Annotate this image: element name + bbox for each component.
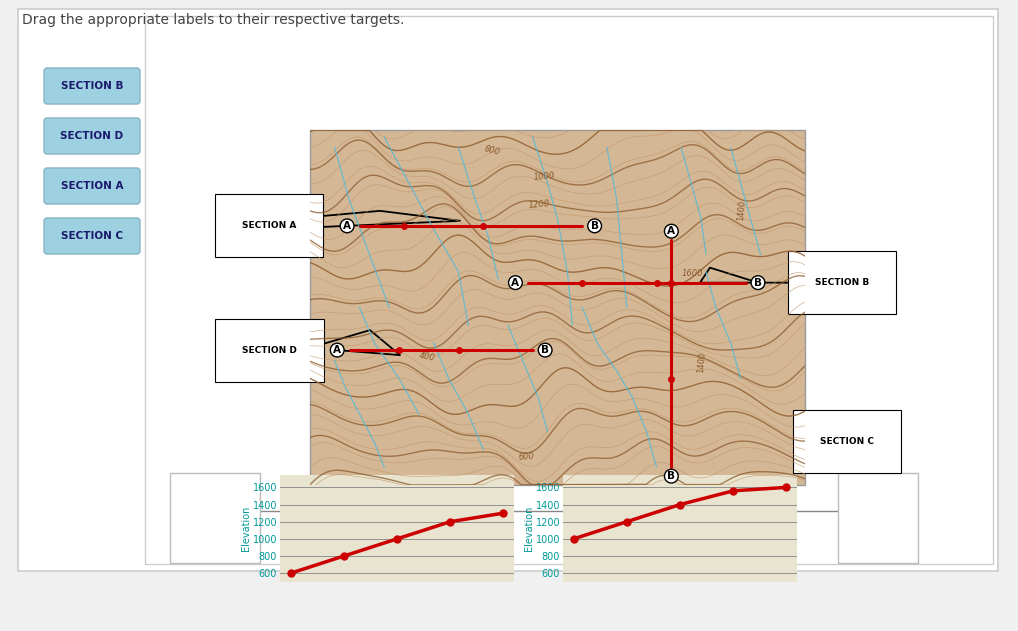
FancyBboxPatch shape bbox=[170, 473, 260, 563]
FancyBboxPatch shape bbox=[44, 68, 140, 104]
Text: A: A bbox=[333, 345, 341, 355]
Text: A: A bbox=[511, 278, 519, 288]
Text: SECTION B: SECTION B bbox=[815, 278, 869, 287]
Text: SECTION D: SECTION D bbox=[242, 346, 297, 355]
FancyBboxPatch shape bbox=[838, 473, 918, 563]
Text: 1600: 1600 bbox=[681, 269, 702, 278]
Text: A: A bbox=[668, 226, 675, 236]
FancyBboxPatch shape bbox=[44, 118, 140, 154]
Y-axis label: Elevation: Elevation bbox=[524, 505, 534, 551]
Text: SECTION A: SECTION A bbox=[242, 221, 296, 230]
Text: B: B bbox=[754, 278, 762, 288]
FancyBboxPatch shape bbox=[44, 218, 140, 254]
Text: 1400: 1400 bbox=[736, 199, 746, 221]
Text: SECTION C: SECTION C bbox=[821, 437, 874, 445]
Text: 1000: 1000 bbox=[532, 171, 555, 182]
Text: SECTION C: SECTION C bbox=[61, 231, 123, 241]
Text: SECTION D: SECTION D bbox=[60, 131, 123, 141]
Text: 400: 400 bbox=[418, 351, 437, 363]
FancyBboxPatch shape bbox=[44, 168, 140, 204]
FancyBboxPatch shape bbox=[145, 16, 993, 564]
Text: A: A bbox=[343, 221, 351, 231]
Text: Drag the appropriate labels to their respective targets.: Drag the appropriate labels to their res… bbox=[22, 13, 404, 27]
Text: 1400: 1400 bbox=[696, 351, 706, 374]
Text: 600: 600 bbox=[518, 452, 534, 462]
Y-axis label: Elevation: Elevation bbox=[241, 505, 251, 551]
Text: B: B bbox=[668, 471, 675, 481]
Text: SECTION A: SECTION A bbox=[61, 181, 123, 191]
Text: 800: 800 bbox=[484, 144, 501, 157]
FancyBboxPatch shape bbox=[18, 9, 998, 571]
Text: B: B bbox=[590, 221, 599, 231]
Text: 1200: 1200 bbox=[527, 199, 550, 210]
FancyBboxPatch shape bbox=[310, 130, 805, 485]
Text: SECTION B: SECTION B bbox=[61, 81, 123, 91]
Text: B: B bbox=[542, 345, 549, 355]
